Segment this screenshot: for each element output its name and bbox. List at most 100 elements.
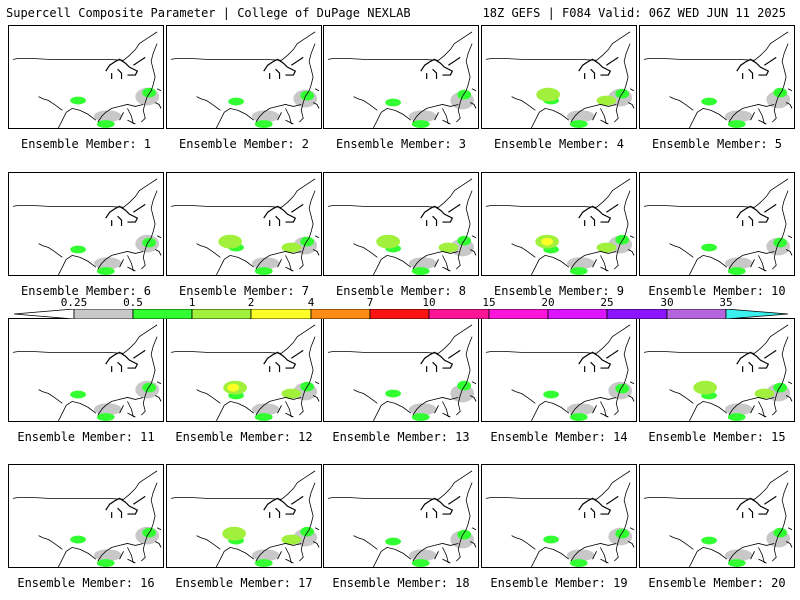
country-border — [170, 31, 316, 123]
great-lakes — [263, 203, 304, 226]
panel-caption: Ensemble Member: 12 — [175, 430, 313, 444]
scp-shade-gray — [566, 110, 595, 123]
colorbar-tick-label: 15 — [482, 296, 496, 309]
scp-shade-lime — [693, 380, 717, 395]
islands — [434, 88, 477, 125]
scp-shade-green — [727, 267, 746, 275]
panel-caption: Ensemble Member: 8 — [335, 284, 467, 298]
islands — [119, 235, 162, 272]
islands — [750, 527, 793, 564]
country-border — [170, 324, 316, 416]
ensemble-map-panel — [8, 464, 164, 568]
panel-caption: Ensemble Member: 3 — [335, 137, 467, 151]
scp-map — [643, 470, 793, 567]
colorbar-segment — [14, 309, 75, 319]
scp-map — [485, 178, 635, 275]
ensemble-map-panel — [8, 25, 164, 129]
coastline — [196, 389, 292, 421]
scp-shade-green — [701, 97, 717, 106]
scp-shade-gray — [93, 549, 122, 562]
scp-shade-lime — [596, 242, 617, 253]
coastline — [669, 535, 765, 567]
panel-caption: Ensemble Member: 7 — [178, 284, 310, 298]
colorbar-segment — [250, 309, 312, 319]
scp-shade-green — [142, 382, 157, 393]
panel-caption: Ensemble Member: 1 — [20, 137, 152, 151]
scp-shade-gray — [408, 549, 437, 562]
ensemble-map-panel — [639, 25, 795, 129]
colorbar-tick-label: 2 — [247, 296, 255, 309]
islands — [119, 381, 162, 418]
scp-shade-green — [457, 89, 472, 100]
scp-shade-green — [543, 535, 559, 544]
islands — [592, 235, 635, 272]
country-border — [485, 178, 631, 270]
colorbar-segment — [666, 309, 727, 319]
scp-shade-green — [457, 380, 472, 391]
scp-shade-green — [773, 382, 788, 393]
scp-shade-green — [385, 98, 401, 107]
ensemble-map-panel — [639, 318, 795, 422]
scp-shade-green — [615, 383, 630, 394]
country-border — [643, 31, 789, 123]
scp-shade-green — [569, 559, 588, 567]
great-lakes — [263, 349, 304, 372]
panel-caption: Ensemble Member: 6 — [20, 284, 152, 298]
great-lakes — [578, 349, 619, 372]
scp-shade-green — [385, 389, 401, 398]
ensemble-map-panel — [639, 464, 795, 568]
scp-map — [12, 178, 162, 275]
ensemble-map-panel — [166, 172, 322, 276]
country-border — [643, 178, 789, 270]
scp-shade-gray — [408, 403, 437, 416]
scp-shade-gray — [251, 549, 280, 562]
panel-caption: Ensemble Member: 4 — [493, 137, 625, 151]
scp-shade-green — [411, 559, 430, 567]
scp-map — [170, 178, 320, 275]
colorbar-tick-label: 0.25 — [60, 296, 88, 309]
scp-shade-gray — [408, 257, 437, 270]
scp-shade-green — [411, 267, 430, 275]
great-lakes — [578, 56, 619, 79]
scp-shade-yellow — [227, 383, 240, 392]
great-lakes — [736, 56, 777, 79]
scp-shade-green — [385, 537, 401, 546]
country-border — [485, 470, 631, 562]
islands — [750, 88, 793, 125]
coastline — [38, 243, 134, 275]
scp-shade-green — [142, 87, 157, 98]
great-lakes — [420, 495, 461, 518]
scp-shade-green — [569, 267, 588, 275]
scp-shade-green — [569, 413, 588, 421]
ensemble-map-panel — [481, 172, 637, 276]
scp-map — [170, 324, 320, 421]
coastline — [353, 389, 449, 421]
country-border — [327, 324, 473, 416]
scp-shade-green — [300, 90, 315, 101]
panel-caption: Ensemble Member: 20 — [648, 576, 786, 590]
panel-caption: Ensemble Member: 14 — [490, 430, 628, 444]
scp-map — [327, 178, 477, 275]
islands — [277, 381, 320, 418]
scp-shade-green — [254, 120, 273, 128]
scp-shade-green — [228, 97, 244, 106]
scp-shade-green — [96, 267, 115, 275]
ensemble-map-panel — [8, 318, 164, 422]
coastline — [669, 96, 765, 128]
coastline — [669, 243, 765, 275]
scp-shade-green — [254, 559, 273, 567]
colorbar-segment — [725, 309, 788, 319]
colorbar-tick-label: 25 — [600, 296, 614, 309]
coastline — [353, 243, 449, 275]
colorbar-tick-label: 4 — [307, 296, 315, 309]
scp-shade-lime — [536, 87, 560, 102]
scp-shade-lime — [754, 388, 775, 399]
islands — [277, 235, 320, 272]
colorbar-segment — [428, 309, 490, 319]
islands — [750, 235, 793, 272]
scp-shade-lime — [281, 534, 302, 545]
scp-shade-green — [300, 526, 315, 537]
scp-shade-green — [701, 536, 717, 545]
ensemble-map-panel — [323, 318, 479, 422]
scp-shade-green — [727, 559, 746, 567]
